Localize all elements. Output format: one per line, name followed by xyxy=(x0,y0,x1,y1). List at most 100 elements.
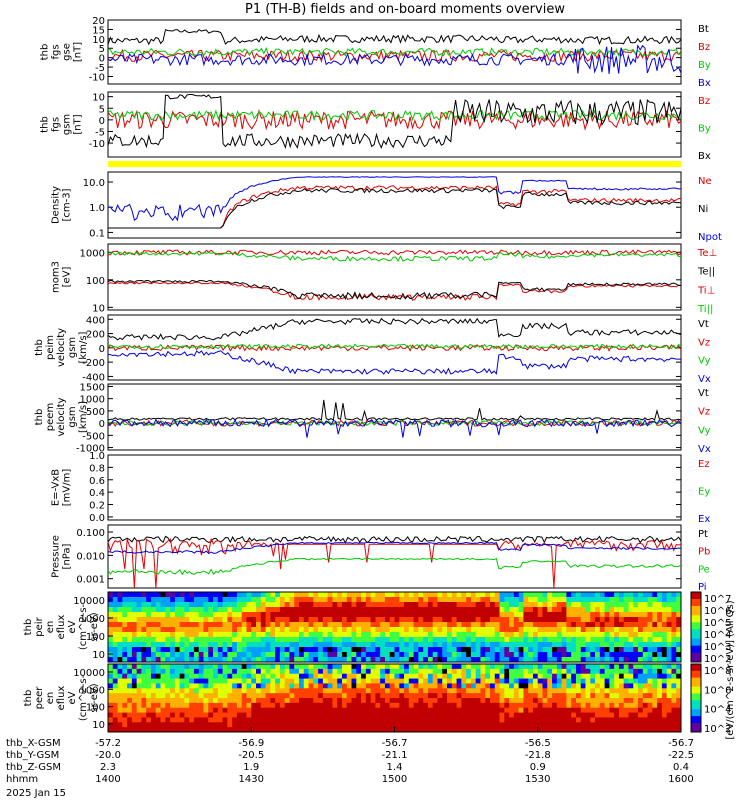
spectrogram-cell xyxy=(523,617,529,623)
spectrogram-cell xyxy=(661,622,668,628)
spectrogram-cell xyxy=(370,668,376,675)
spectrogram-cell xyxy=(461,727,467,733)
spectrogram-cell xyxy=(513,668,520,675)
y-tick-label: 10 xyxy=(92,303,105,314)
colorbar-tick-label: 10^6 xyxy=(704,685,731,696)
spectrogram-cell xyxy=(633,683,639,689)
spectrogram-cell xyxy=(146,607,152,613)
spectrogram-cell xyxy=(260,673,266,679)
spectrogram-cell xyxy=(595,642,601,648)
spectrogram-cell xyxy=(499,712,505,718)
spectrogram-cell xyxy=(189,642,195,648)
spectrogram-cell xyxy=(356,683,362,689)
spectrogram-cell xyxy=(313,683,319,689)
spectrogram-cell xyxy=(150,652,157,658)
spectrogram-cell xyxy=(260,727,266,733)
spectrogram-cell xyxy=(528,652,534,658)
spectrogram-cell xyxy=(260,693,266,699)
spectrogram-cell xyxy=(552,617,558,623)
spectrogram-cell xyxy=(418,642,424,648)
spectrogram-cell xyxy=(341,627,348,633)
spectrogram-cell xyxy=(332,647,338,653)
spectrogram-cell xyxy=(480,698,486,704)
spectrogram-cell xyxy=(652,622,658,628)
spectrogram-cell xyxy=(227,607,233,613)
spectrogram-cell xyxy=(509,698,515,704)
spectrogram-cell xyxy=(303,637,309,643)
spectrogram-cell xyxy=(246,657,252,663)
spectrogram-cell xyxy=(303,712,309,718)
spectrogram-cell xyxy=(513,683,520,689)
spectrogram-cell xyxy=(437,727,443,733)
spectrogram-cell xyxy=(189,627,195,633)
spectrogram-cell xyxy=(652,707,658,713)
spectrogram-cell xyxy=(408,622,414,628)
spectrogram-cell xyxy=(131,707,138,713)
spectrogram-cell xyxy=(389,657,395,663)
spectrogram-cell xyxy=(122,678,128,684)
spectrogram-cell xyxy=(547,627,553,633)
spectrogram-cell xyxy=(332,727,338,733)
spectrogram-cell xyxy=(609,727,615,733)
spectrogram-cell xyxy=(399,688,405,694)
spectrogram-cell xyxy=(590,647,596,653)
spectrogram-cell xyxy=(179,673,185,679)
spectrogram-cell xyxy=(575,657,582,663)
spectrogram-cell xyxy=(604,668,610,675)
spectrogram-cell xyxy=(322,592,329,598)
y-tick-label: 0.6 xyxy=(89,476,105,487)
y-tick-label: 10 xyxy=(92,35,105,46)
spectrogram-cell xyxy=(146,707,152,713)
spectrogram-cell xyxy=(308,612,314,618)
spectrogram-cell xyxy=(341,612,348,618)
y-axis-label: sr-eV) xyxy=(89,683,100,712)
spectrogram-cell xyxy=(155,602,161,608)
spectrogram-cell xyxy=(661,637,668,643)
spectrogram-cell xyxy=(299,722,305,728)
spectrogram-cell xyxy=(356,597,362,603)
spectrogram-cell xyxy=(494,617,500,623)
spectrogram-cell xyxy=(437,702,443,709)
y-axis-label: [nT] xyxy=(73,42,84,62)
spectrogram-cell xyxy=(628,727,634,733)
spectrogram-cell xyxy=(442,592,448,598)
spectrogram-cell xyxy=(490,688,496,694)
spectrogram-cell xyxy=(246,637,252,643)
spectrogram-cell xyxy=(341,668,348,675)
spectrogram-cell xyxy=(394,693,400,699)
spectrogram-cell xyxy=(322,602,329,608)
spectrogram-cell xyxy=(442,647,448,653)
spectrogram-cell xyxy=(361,612,367,618)
spectrogram-cell xyxy=(609,642,615,648)
spectrogram-cell xyxy=(294,627,300,633)
spectrogram-cell xyxy=(561,612,567,618)
spectrogram-cell xyxy=(256,668,262,675)
spectrogram-cell xyxy=(189,727,195,733)
spectrogram-cell xyxy=(447,597,453,603)
spectrogram-cell xyxy=(236,647,243,653)
colorbar-segment xyxy=(691,617,701,621)
colorbar-segment xyxy=(691,725,701,728)
spectrogram-cell xyxy=(566,652,572,658)
spectrogram-cell xyxy=(599,652,605,658)
spectrogram-cell xyxy=(618,727,625,733)
spectrogram-cell xyxy=(661,683,668,689)
spectrogram-cell xyxy=(556,707,563,713)
spectrogram-cell xyxy=(318,602,324,608)
spectrogram-cell xyxy=(418,673,424,679)
spectrogram-cell xyxy=(657,612,663,618)
spectrogram-cell xyxy=(509,683,515,689)
spectrogram-cell xyxy=(279,664,286,670)
spectrogram-cell xyxy=(174,592,181,598)
spectrogram-cell xyxy=(327,617,333,623)
spectrogram-cell xyxy=(423,727,429,733)
spectrogram-cell xyxy=(389,668,395,675)
spectrogram-cell xyxy=(470,607,477,613)
spectrogram-cell xyxy=(284,717,290,723)
spectrogram-cell xyxy=(203,712,209,718)
spectrogram-cell xyxy=(165,688,171,694)
spectrogram-cell xyxy=(585,688,591,694)
spectrogram-cell xyxy=(470,627,477,633)
spectrogram-cell xyxy=(356,707,362,713)
